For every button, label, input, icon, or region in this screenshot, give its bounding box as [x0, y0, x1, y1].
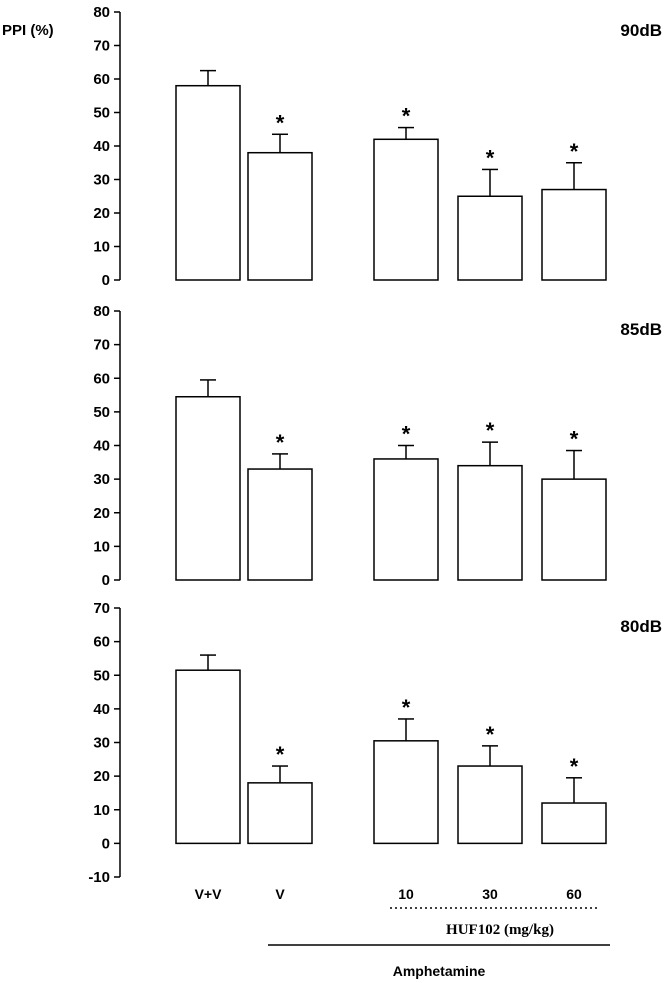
panel-label: 80dB [620, 617, 662, 636]
y-tick-label: 10 [93, 239, 110, 256]
amphetamine-label: Amphetamine [393, 963, 486, 979]
significance-marker: * [402, 422, 411, 447]
y-tick-label: 20 [93, 505, 110, 522]
significance-marker: * [276, 742, 285, 767]
y-axis-label: PPI (%) [2, 22, 54, 39]
panel-label: 85dB [620, 320, 662, 339]
panel-label: 90dB [620, 21, 662, 40]
drug-dose-label: HUF102 (mg/kg) [446, 922, 554, 938]
y-tick-label: 30 [93, 172, 110, 189]
panel-2: 70 60 50 40 30 20 10 0 -10 80dB * * * * [88, 600, 662, 886]
y-tick-label: 80 [93, 4, 110, 21]
bar-10 [373, 138, 439, 281]
significance-marker: * [276, 430, 285, 455]
y-tick-label: 50 [93, 105, 110, 122]
bar-V [247, 151, 313, 281]
significance-marker: * [486, 418, 495, 443]
y-tick-label: 60 [93, 370, 110, 387]
y-tick-label: 50 [93, 404, 110, 421]
bar-V+V [175, 84, 241, 281]
x-category-label: 60 [566, 886, 582, 902]
bar-10 [373, 458, 439, 581]
y-tick-label: 80 [93, 303, 110, 320]
bar-30 [457, 195, 523, 281]
significance-marker: * [402, 104, 411, 129]
y-tick-label: 20 [93, 205, 110, 222]
bar-V [247, 468, 313, 581]
panels: 80 70 60 50 40 30 20 10 0 90dB * * * * 80 70 60 50 40 30 20 1… [88, 4, 662, 886]
y-tick-label: 50 [93, 667, 110, 684]
y-tick-label: 70 [93, 38, 110, 55]
y-tick-label: 70 [93, 600, 110, 617]
significance-marker: * [570, 427, 579, 452]
bar-30 [457, 464, 523, 581]
y-tick-label: 60 [93, 634, 110, 651]
bar-V [247, 782, 313, 845]
significance-marker: * [570, 139, 579, 164]
panel-1: 80 70 60 50 40 30 20 10 0 85dB * * * * [93, 303, 662, 589]
y-tick-label: 40 [93, 701, 110, 718]
bar-10 [373, 740, 439, 845]
bar-60 [541, 478, 607, 581]
significance-marker: * [570, 754, 579, 779]
y-tick-label: 60 [93, 71, 110, 88]
y-tick-label: 40 [93, 438, 110, 455]
y-tick-label: 70 [93, 337, 110, 354]
bar-V+V [175, 669, 241, 845]
category-labels: V+V V 10 30 60 [195, 886, 582, 902]
y-tick-label: 30 [93, 471, 110, 488]
significance-marker: * [402, 695, 411, 720]
panel-0: 80 70 60 50 40 30 20 10 0 90dB * * * * [93, 4, 662, 289]
bar-V+V [175, 395, 241, 581]
y-tick-label: 40 [93, 138, 110, 155]
y-tick-label: 10 [93, 538, 110, 555]
x-category-label: V [275, 886, 285, 902]
x-category-label: 10 [398, 886, 414, 902]
significance-marker: * [486, 145, 495, 170]
y-tick-label: 0 [102, 272, 110, 289]
y-tick-label: 0 [102, 835, 110, 852]
bar-30 [457, 765, 523, 845]
x-category-label: V+V [195, 886, 223, 902]
bar-60 [541, 802, 607, 845]
y-tick-label: -10 [88, 869, 110, 886]
significance-marker: * [486, 722, 495, 747]
y-tick-label: 30 [93, 735, 110, 752]
bar-60 [541, 188, 607, 281]
y-tick-label: 20 [93, 768, 110, 785]
y-tick-label: 10 [93, 802, 110, 819]
significance-marker: * [276, 110, 285, 135]
x-category-label: 30 [482, 886, 498, 902]
y-tick-label: 0 [102, 572, 110, 589]
